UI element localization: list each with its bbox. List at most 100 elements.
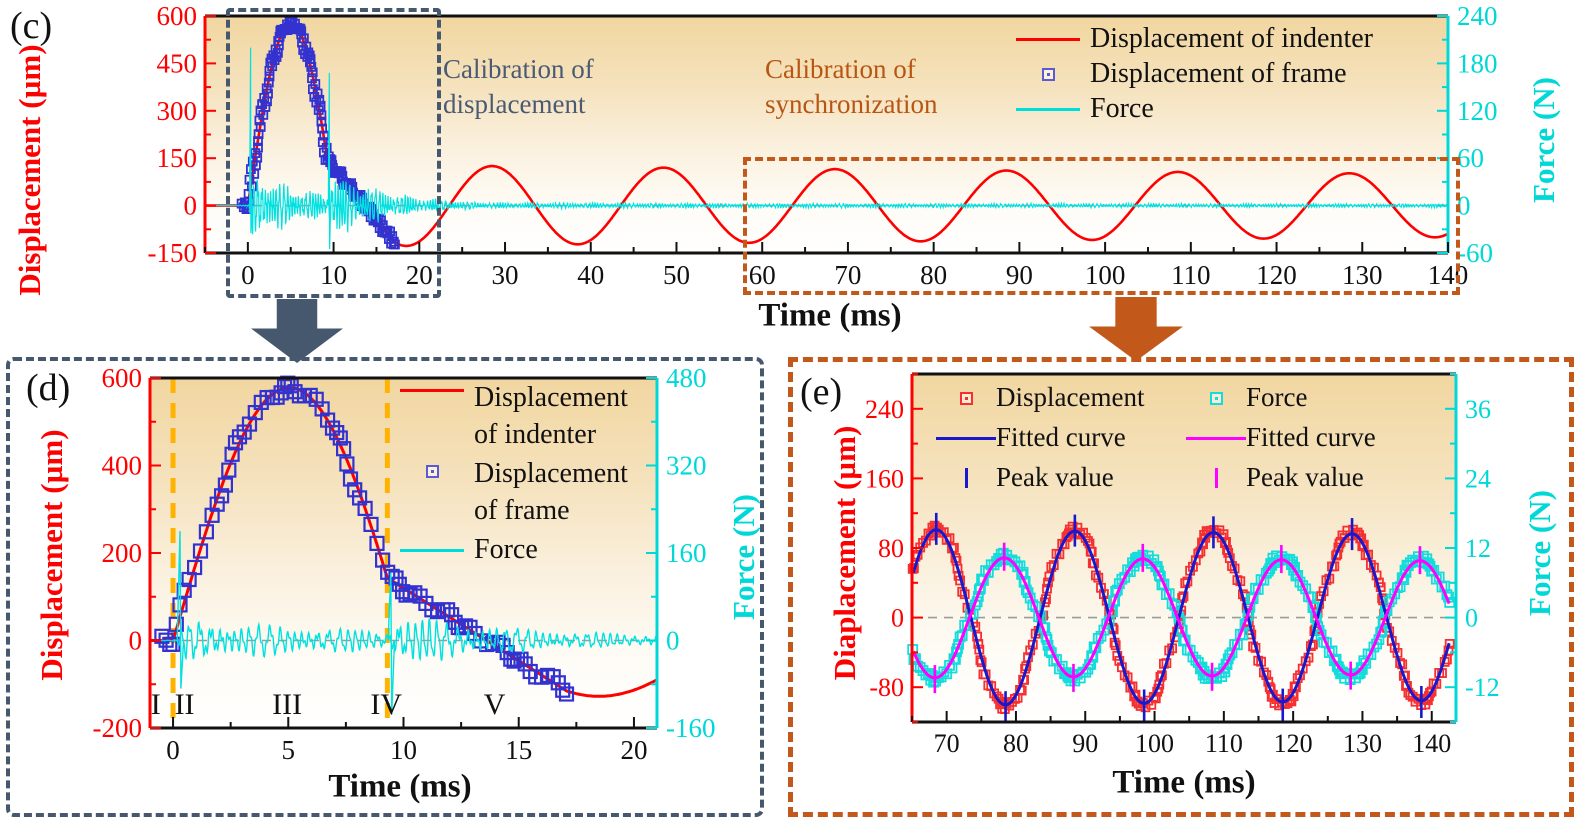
tick-label: 40: [577, 260, 604, 290]
panel-d-y-right-title: Force (N): [726, 494, 761, 620]
phase-marker-iv: IV: [370, 688, 402, 721]
red-square-swatch-icon: [959, 391, 973, 405]
legend-item-force: Force: [1006, 92, 1373, 127]
blue-line-swatch-icon: [936, 436, 996, 440]
panel-d-label: (d): [26, 367, 71, 409]
tick-label: 15: [505, 735, 532, 765]
tick-label: 60: [1457, 143, 1484, 173]
series-force: [205, 47, 1449, 250]
tick-label: 120: [1457, 96, 1498, 126]
legend-item-frame: Displacement of frame: [390, 456, 654, 530]
tick-label: 12: [1465, 534, 1491, 563]
tick-label: 90: [1006, 260, 1033, 290]
tick-label: 480: [666, 363, 707, 393]
panel-c-y-right-title: Force (N): [1526, 77, 1561, 203]
cyan-line-swatch-icon: [1016, 108, 1080, 111]
tick-label: 160: [865, 464, 904, 493]
panel-e-x-title: Time (ms): [1112, 764, 1256, 801]
panel-e-y-left-title: Diaplacement (µm): [827, 425, 862, 681]
panel-d-y-left-title: Displacement (µm): [34, 429, 69, 681]
tick-label: 300: [157, 96, 198, 126]
tick-label: 150: [157, 143, 198, 173]
tick-label: 20: [406, 260, 433, 290]
legend-label: Fitted curve: [1246, 422, 1376, 453]
tick-label: 80: [1003, 729, 1029, 758]
panel-c-label: (c): [10, 5, 53, 47]
tick-label: -80: [869, 673, 904, 702]
series-fitted-curve: [911, 528, 1451, 707]
series-force: [150, 531, 658, 715]
legend-label: Peak value: [996, 462, 1114, 493]
series-displacement-of-indenter: [205, 21, 1449, 248]
tick-label: 110: [1171, 260, 1211, 290]
tick-label: -160: [666, 713, 716, 743]
panel-c-plot: 0 10 20 30 40 50 60 70 80 90 100 110 120 130 140600450…: [148, 1, 1498, 290]
legend-label: Peak value: [1246, 462, 1364, 493]
panel-d-legend: Displacement of indenter Displacement of…: [390, 380, 654, 571]
panel-d-dashed-box: [6, 357, 764, 817]
calibration-synchronization-box: [743, 157, 1460, 295]
blue-square-swatch-icon: [1041, 68, 1055, 81]
legend-label: Force: [1246, 382, 1308, 413]
tick-label: 140: [1412, 729, 1451, 758]
tick-label: 60: [749, 260, 776, 290]
legend-item-peak-displacement: Peak value: [936, 458, 1186, 498]
tick-label: 80: [878, 534, 904, 563]
tick-label: 70: [834, 260, 861, 290]
tick-label: 240: [1457, 1, 1498, 31]
tick-label: 450: [157, 48, 198, 78]
legend-label: Force: [1090, 93, 1154, 125]
tick-label: -150: [148, 238, 198, 268]
phase-marker-v: V: [484, 688, 506, 721]
legend-label: Displacement: [996, 382, 1145, 413]
blue-square-swatch-icon: [425, 464, 439, 478]
tick-label: 90: [1072, 729, 1098, 758]
tick-label: 36: [1465, 395, 1491, 424]
legend-label: Displacement of indenter: [1090, 23, 1374, 55]
magenta-line-swatch-icon: [1186, 436, 1246, 440]
legend-item-peak-force: Peak value: [1186, 458, 1411, 498]
panel-d-x-title: Time (ms): [328, 768, 472, 805]
panel-e-y-right-title: Force (N): [1522, 490, 1557, 616]
tick-label: 100: [1085, 260, 1126, 290]
tick-label: 100: [1135, 729, 1174, 758]
calibration-displacement-annotation: Calibration of displacement: [443, 54, 594, 119]
legend-label: Fitted curve: [996, 422, 1126, 453]
tick-label: 130: [1342, 260, 1383, 290]
tick-label: 0: [241, 260, 255, 290]
legend-label: Displacement of frame: [474, 457, 628, 526]
tick-label: -60: [1457, 238, 1493, 268]
tick-label: 10: [320, 260, 347, 290]
panel-c-y-left-title: Displacement (µm): [12, 44, 47, 296]
phase-marker-ii: II: [175, 688, 195, 721]
tick-label: 120: [1256, 260, 1297, 290]
red-line-swatch-icon: [400, 389, 464, 392]
tick-label: 0: [1465, 604, 1478, 633]
legend-label: Displacement of frame: [1090, 58, 1347, 90]
tick-label: 70: [934, 729, 960, 758]
legend-label: Force: [474, 533, 538, 565]
tick-label: 600: [102, 363, 143, 393]
tick-label: 200: [102, 538, 143, 568]
tick-label: 140: [1428, 260, 1469, 290]
magenta-peak-tick-swatch-icon: [1214, 468, 1218, 488]
cyan-square-swatch-icon: [1209, 391, 1223, 405]
tick-label: 160: [666, 538, 707, 568]
tick-label: -12: [1465, 673, 1500, 702]
cyan-line-swatch-icon: [400, 548, 464, 552]
tick-label: 80: [920, 260, 947, 290]
tick-label: 110: [1205, 729, 1243, 758]
legend-item-frame: Displacement of frame: [1006, 57, 1373, 92]
red-line-swatch-icon: [1016, 38, 1080, 41]
phase-marker-i: I: [151, 688, 161, 721]
calibration-displacement-box: [226, 8, 441, 298]
tick-label: 320: [666, 451, 707, 481]
tick-label: 0: [129, 626, 143, 656]
tick-label: 0: [666, 626, 680, 656]
legend-item-force: Force: [390, 532, 654, 569]
series-fitted-curve: [912, 556, 1451, 680]
legend-item-force: Force: [1186, 378, 1411, 418]
tick-label: 5: [282, 735, 296, 765]
